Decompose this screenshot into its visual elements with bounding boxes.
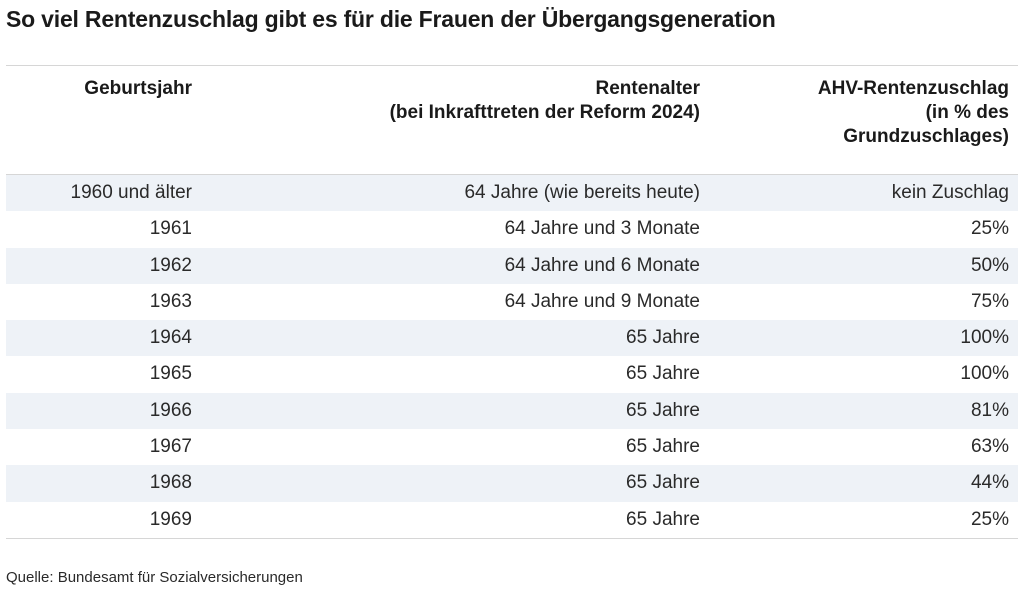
table-row: 1968 65 Jahre 44% (6, 465, 1018, 502)
table-body: 1960 und älter 64 Jahre (wie bereits heut… (6, 175, 1018, 538)
cell-zuschlag: 100% (960, 327, 1009, 349)
table-row: 1963 64 Jahre und 9 Monate 75% (6, 284, 1018, 320)
cell-rentenalter: 65 Jahre (626, 327, 700, 349)
cell-zuschlag: 75% (970, 290, 1009, 312)
cell-zuschlag: 100% (960, 363, 1009, 385)
table-row: 1960 und älter 64 Jahre (wie bereits heut… (6, 175, 1018, 212)
cell-zuschlag: 25% (970, 218, 1009, 240)
cell-geburtsjahr: 1963 (149, 290, 192, 312)
chart-title: So viel Rentenzuschlag gibt es für die F… (6, 6, 776, 32)
cell-rentenalter: 64 Jahre und 9 Monate (504, 290, 700, 312)
cell-rentenalter: 64 Jahre und 3 Monate (504, 218, 700, 240)
cell-geburtsjahr: 1968 (149, 472, 192, 494)
cell-rentenalter: 65 Jahre (626, 508, 700, 530)
cell-geburtsjahr: 1964 (149, 327, 192, 349)
cell-zuschlag: 81% (970, 399, 1009, 421)
table-row: 1961 64 Jahre und 3 Monate 25% (6, 211, 1018, 247)
cell-rentenalter: 64 Jahre (wie bereits heute) (464, 182, 700, 203)
header-rentenalter: Rentenalter (bei Inkrafttreten der Refor… (389, 78, 700, 123)
cell-geburtsjahr: 1962 (149, 254, 192, 276)
data-table: Geburtsjahr Rentenalter (bei Inkrafttret… (6, 65, 1018, 539)
top-rule (6, 65, 1018, 66)
header-rentenzuschlag: AHV-Rentenzuschlag (in % des Grundzuschl… (817, 78, 1009, 147)
cell-zuschlag: 25% (970, 508, 1009, 530)
cell-geburtsjahr: 1967 (149, 436, 192, 458)
source-note: Quelle: Bundesamt für Sozialversicherung… (6, 569, 303, 586)
cell-geburtsjahr: 1960 und älter (70, 182, 193, 203)
table-row: 1966 65 Jahre 81% (6, 392, 1018, 430)
cell-geburtsjahr: 1966 (149, 399, 192, 421)
cell-zuschlag: 44% (970, 472, 1009, 494)
cell-geburtsjahr: 1969 (149, 508, 192, 530)
table-row: 1969 65 Jahre 25% (6, 502, 1018, 538)
cell-zuschlag: kein Zuschlag (891, 182, 1009, 203)
cell-geburtsjahr: 1961 (149, 218, 192, 240)
cell-rentenalter: 65 Jahre (626, 363, 700, 385)
bottom-rule (6, 537, 1018, 539)
table-row: 1962 64 Jahre und 6 Monate 50% (6, 247, 1018, 284)
cell-zuschlag: 63% (970, 436, 1009, 458)
table-row: 1967 65 Jahre 63% (6, 429, 1018, 465)
table-row: 1964 65 Jahre 100% (6, 320, 1018, 357)
table-header: Geburtsjahr Rentenalter (bei Inkrafttret… (6, 66, 1018, 175)
cell-rentenalter: 65 Jahre (626, 472, 700, 494)
cell-zuschlag: 50% (970, 254, 1009, 276)
table-row: 1965 65 Jahre 100% (6, 356, 1018, 392)
cell-geburtsjahr: 1965 (149, 363, 192, 385)
header-geburtsjahr: Geburtsjahr (84, 78, 192, 99)
cell-rentenalter: 64 Jahre und 6 Monate (504, 254, 700, 276)
cell-rentenalter: 65 Jahre (626, 436, 700, 458)
cell-rentenalter: 65 Jahre (626, 399, 700, 421)
